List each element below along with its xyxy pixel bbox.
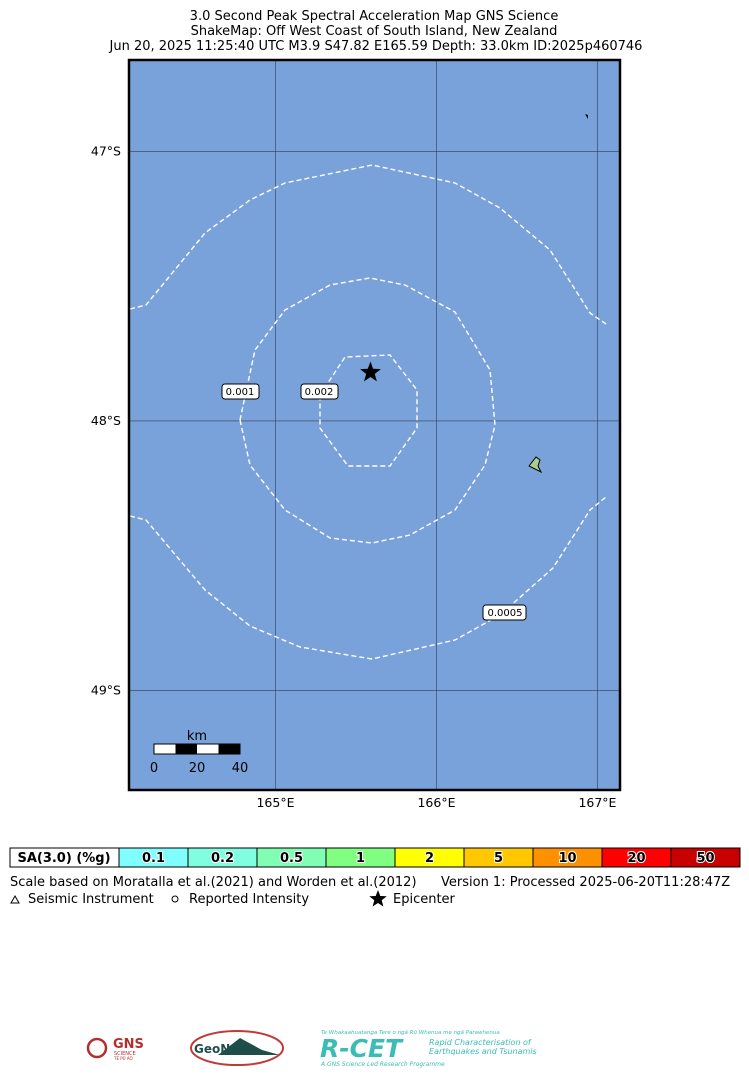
legend-bar: SA(3.0) (%g) 0.1 0.2 0.5 1 2 5 10 20 50 [9,847,741,868]
legend-label: 50 [696,851,714,866]
scale-tick: 40 [232,761,249,776]
event-info: Jun 20, 2025 11:25:40 UTC M3.9 S47.82 E1… [109,39,643,54]
lat-label: 49°S [91,682,121,697]
logo-text: Earthquakes and Tsunamis [429,1047,537,1056]
legend-label: 0.5 [280,851,303,866]
scale-tick: 20 [189,761,206,776]
logo-text: GeoNet [194,1042,244,1056]
contour [239,277,496,544]
contour-label: 0.0005 [482,604,527,621]
scale-tick: 0 [150,761,158,776]
symbol-label: Seismic Instrument [28,892,154,907]
legend-label: 10 [558,851,576,866]
intensity-symbol [171,895,179,903]
map-frame [127,58,622,792]
symbol-label: Epicenter [393,892,456,907]
legend-label: 0.2 [211,851,234,866]
legend-label: 5 [494,851,503,866]
legend-title: SA(3.0) (%g) [17,851,110,866]
title: 3.0 Second Peak Spectral Acceleration Ma… [190,9,559,24]
gns-logo: GNS SCIENCE TE PŪ AO [86,1037,144,1061]
legend-label: 20 [627,851,645,866]
logo-text: R-CET [320,1034,404,1063]
lat-label: 48°S [91,413,121,428]
logo-text: SCIENCE [114,1051,136,1057]
legend-cell [670,847,741,868]
logo-text: A GNS Science Led Research Programme [320,1061,445,1068]
rcet-logo: Te Whakaahuatanga Tere o ngā Rū Whenua m… [320,1030,537,1068]
map: 0.001 0.002 0.0005 km 0 20 40 [127,58,622,792]
symbol-label: Reported Intensity [189,892,309,907]
scale-unit: km [187,729,207,744]
contour-label-text: 0.0005 [488,608,523,619]
subtitle: ShakeMap: Off West Coast of South Island… [191,24,558,39]
logo-text: Te Whakaahuatanga Tere o ngā Rū Whenua m… [321,1030,500,1036]
legend-label: 2 [425,851,434,866]
lon-label: 165°E [256,795,294,810]
contour-label: 0.002 [300,383,339,400]
instrument-symbol [10,894,20,904]
island [528,456,543,474]
contours [129,164,607,660]
lat-label: 47°S [91,144,121,159]
epicenter-symbol [369,890,387,907]
lon-label: 166°E [417,795,455,810]
logo-text: Rapid Characterisation of [429,1038,532,1047]
contour-label-text: 0.001 [226,387,255,398]
scale-bar: km 0 20 40 [150,729,248,776]
logo-text: TE PŪ AO [113,1056,133,1061]
version: Version 1: Processed 2025-06-20T11:28:47… [441,875,730,890]
island [585,114,588,119]
contour [319,354,418,467]
contour [129,496,607,660]
epicenter [360,361,381,382]
contour-label: 0.001 [221,383,260,400]
ocean [129,60,620,790]
geonet-logo: GeoNet [190,1030,284,1066]
legend-label: 1 [356,851,365,866]
scale-note: Scale based on Moratalla et al.(2021) an… [10,875,417,890]
logo-text: GNS [113,1037,144,1052]
contour-label-text: 0.002 [305,387,334,398]
legend-label: 0.1 [142,851,165,866]
lon-label: 167°E [578,795,616,810]
